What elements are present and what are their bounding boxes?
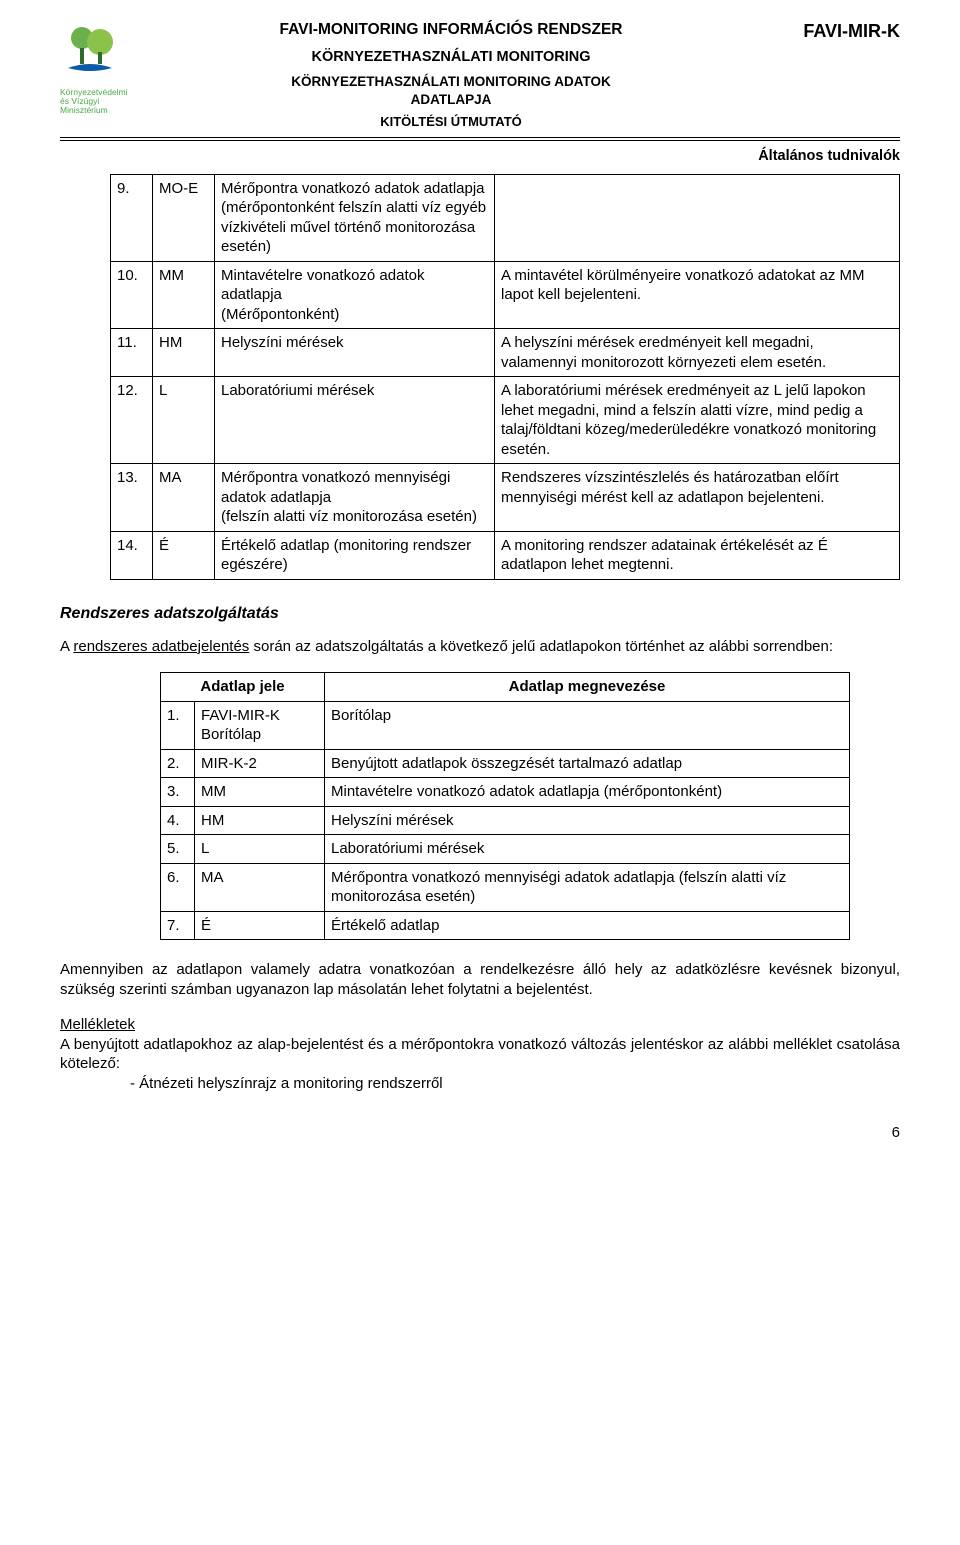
table-row: 12.LLaboratóriumi mérésekA laboratóriumi… [111, 377, 900, 464]
row-code: É [195, 911, 325, 940]
row-number: 13. [111, 464, 153, 532]
row-number: 6. [161, 863, 195, 911]
row-number: 3. [161, 778, 195, 807]
sheet-list-table-1-body: 9.MO-EMérőpontra vonatkozó adatok adatla… [111, 174, 900, 579]
table-row: 6.MAMérőpontra vonatkozó mennyiségi adat… [161, 863, 850, 911]
row-name: Borítólap [325, 701, 850, 749]
header-right-code: FAVI-MIR-K [770, 20, 900, 43]
table-row: 14.ÉÉrtékelő adatlap (monitoring rendsze… [111, 531, 900, 579]
row-code: É [153, 531, 215, 579]
row-code: HM [195, 806, 325, 835]
row-name: Laboratóriumi mérések [325, 835, 850, 864]
row-note [495, 174, 900, 261]
table-row: 10.MMMintavételre vonatkozó adatok adatl… [111, 261, 900, 329]
header-rule-2 [60, 140, 900, 141]
logo-caption-line3: Minisztérium [60, 105, 108, 115]
intro-underlined: rendszeres adatbejelentés [73, 638, 249, 655]
page-header: Környezetvédelmi és Vízügyi Minisztérium… [60, 20, 900, 131]
table-row: 2.MIR-K-2Benyújtott adatlapok összegzésé… [161, 749, 850, 778]
table-row: 7.ÉÉrtékelő adatlap [161, 911, 850, 940]
table2-header-left: Adatlap jele [161, 673, 325, 702]
header-title-4: ADATLAPJA [142, 91, 760, 109]
row-code: MM [195, 778, 325, 807]
row-name: Mintavételre vonatkozó adatok adatlapja … [325, 778, 850, 807]
row-note: A helyszíni mérések eredményeit kell meg… [495, 329, 900, 377]
row-code: MIR-K-2 [195, 749, 325, 778]
row-note: Rendszeres vízszintészlelés és határozat… [495, 464, 900, 532]
attachments-item: - Átnézeti helyszínrajz a monitoring ren… [130, 1074, 900, 1094]
table-row: 9.MO-EMérőpontra vonatkozó adatok adatla… [111, 174, 900, 261]
general-notes-label: Általános tudnivalók [60, 147, 900, 166]
header-title-5: KITÖLTÉSI ÚTMUTATÓ [142, 114, 760, 131]
row-code: FAVI-MIR-K Borítólap [195, 701, 325, 749]
table2-header-row: Adatlap jele Adatlap megnevezése [161, 673, 850, 702]
row-desc: Mintavételre vonatkozó adatok adatlapja(… [215, 261, 495, 329]
row-number: 7. [161, 911, 195, 940]
row-number: 1. [161, 701, 195, 749]
sheet-list-table-2: Adatlap jele Adatlap megnevezése 1.FAVI-… [160, 672, 850, 940]
row-code: MM [153, 261, 215, 329]
sheet-list-table-1: 9.MO-EMérőpontra vonatkozó adatok adatla… [110, 174, 900, 580]
header-title-2: KÖRNYEZETHASZNÁLATI MONITORING [142, 48, 760, 67]
page-number: 6 [60, 1123, 900, 1143]
logo-caption: Környezetvédelmi és Vízügyi Minisztérium [60, 88, 132, 116]
attachments-heading: Mellékletek [60, 1015, 900, 1035]
row-note: A mintavétel körülményeire vonatkozó ada… [495, 261, 900, 329]
row-number: 5. [161, 835, 195, 864]
header-title-1: FAVI-MONITORING INFORMÁCIÓS RENDSZER [142, 20, 760, 40]
row-code: MA [195, 863, 325, 911]
table-row: 5.LLaboratóriumi mérések [161, 835, 850, 864]
intro-pre: A [60, 638, 73, 655]
attachments-block: Mellékletek A benyújtott adatlapokhoz az… [60, 1015, 900, 1093]
row-number: 9. [111, 174, 153, 261]
row-number: 14. [111, 531, 153, 579]
row-desc: Mérőpontra vonatkozó adatok adatlapja(mé… [215, 174, 495, 261]
table-row: 1.FAVI-MIR-K BorítólapBorítólap [161, 701, 850, 749]
row-name: Benyújtott adatlapok összegzését tartalm… [325, 749, 850, 778]
table2-header-right: Adatlap megnevezése [325, 673, 850, 702]
row-desc: Laboratóriumi mérések [215, 377, 495, 464]
row-number: 12. [111, 377, 153, 464]
intro-post: során az adatszolgáltatás a következő je… [249, 638, 833, 655]
row-note: A monitoring rendszer adatainak értékelé… [495, 531, 900, 579]
ministry-logo-icon [60, 20, 120, 80]
header-rule-1 [60, 137, 900, 138]
logo-column: Környezetvédelmi és Vízügyi Minisztérium [60, 20, 132, 116]
row-number: 2. [161, 749, 195, 778]
table-row: 4.HMHelyszíni mérések [161, 806, 850, 835]
row-code: L [153, 377, 215, 464]
row-code: MA [153, 464, 215, 532]
row-desc: Helyszíni mérések [215, 329, 495, 377]
table-row: 13.MAMérőpontra vonatkozó mennyiségi ada… [111, 464, 900, 532]
sheet-list-table-2-body: 1.FAVI-MIR-K BorítólapBorítólap2.MIR-K-2… [161, 701, 850, 940]
header-title-3: KÖRNYEZETHASZNÁLATI MONITORING ADATOK [142, 73, 760, 91]
row-name: Mérőpontra vonatkozó mennyiségi adatok a… [325, 863, 850, 911]
closing-paragraph: Amennyiben az adatlapon valamely adatra … [60, 960, 900, 999]
row-number: 11. [111, 329, 153, 377]
row-note: A laboratóriumi mérések eredményeit az L… [495, 377, 900, 464]
row-name: Helyszíni mérések [325, 806, 850, 835]
row-name: Értékelő adatlap [325, 911, 850, 940]
table-row: 11.HMHelyszíni mérésekA helyszíni mérése… [111, 329, 900, 377]
row-desc: Értékelő adatlap (monitoring rendszer eg… [215, 531, 495, 579]
row-number: 4. [161, 806, 195, 835]
row-code: MO-E [153, 174, 215, 261]
row-number: 10. [111, 261, 153, 329]
table-row: 3.MMMintavételre vonatkozó adatok adatla… [161, 778, 850, 807]
header-center: FAVI-MONITORING INFORMÁCIÓS RENDSZER KÖR… [142, 20, 760, 131]
section-heading: Rendszeres adatszolgáltatás [60, 604, 900, 625]
row-code: HM [153, 329, 215, 377]
row-desc: Mérőpontra vonatkozó mennyiségi adatok a… [215, 464, 495, 532]
row-code: L [195, 835, 325, 864]
attachments-body: A benyújtott adatlapokhoz az alap-bejele… [60, 1035, 900, 1074]
section-intro: A rendszeres adatbejelentés során az ada… [60, 637, 900, 657]
